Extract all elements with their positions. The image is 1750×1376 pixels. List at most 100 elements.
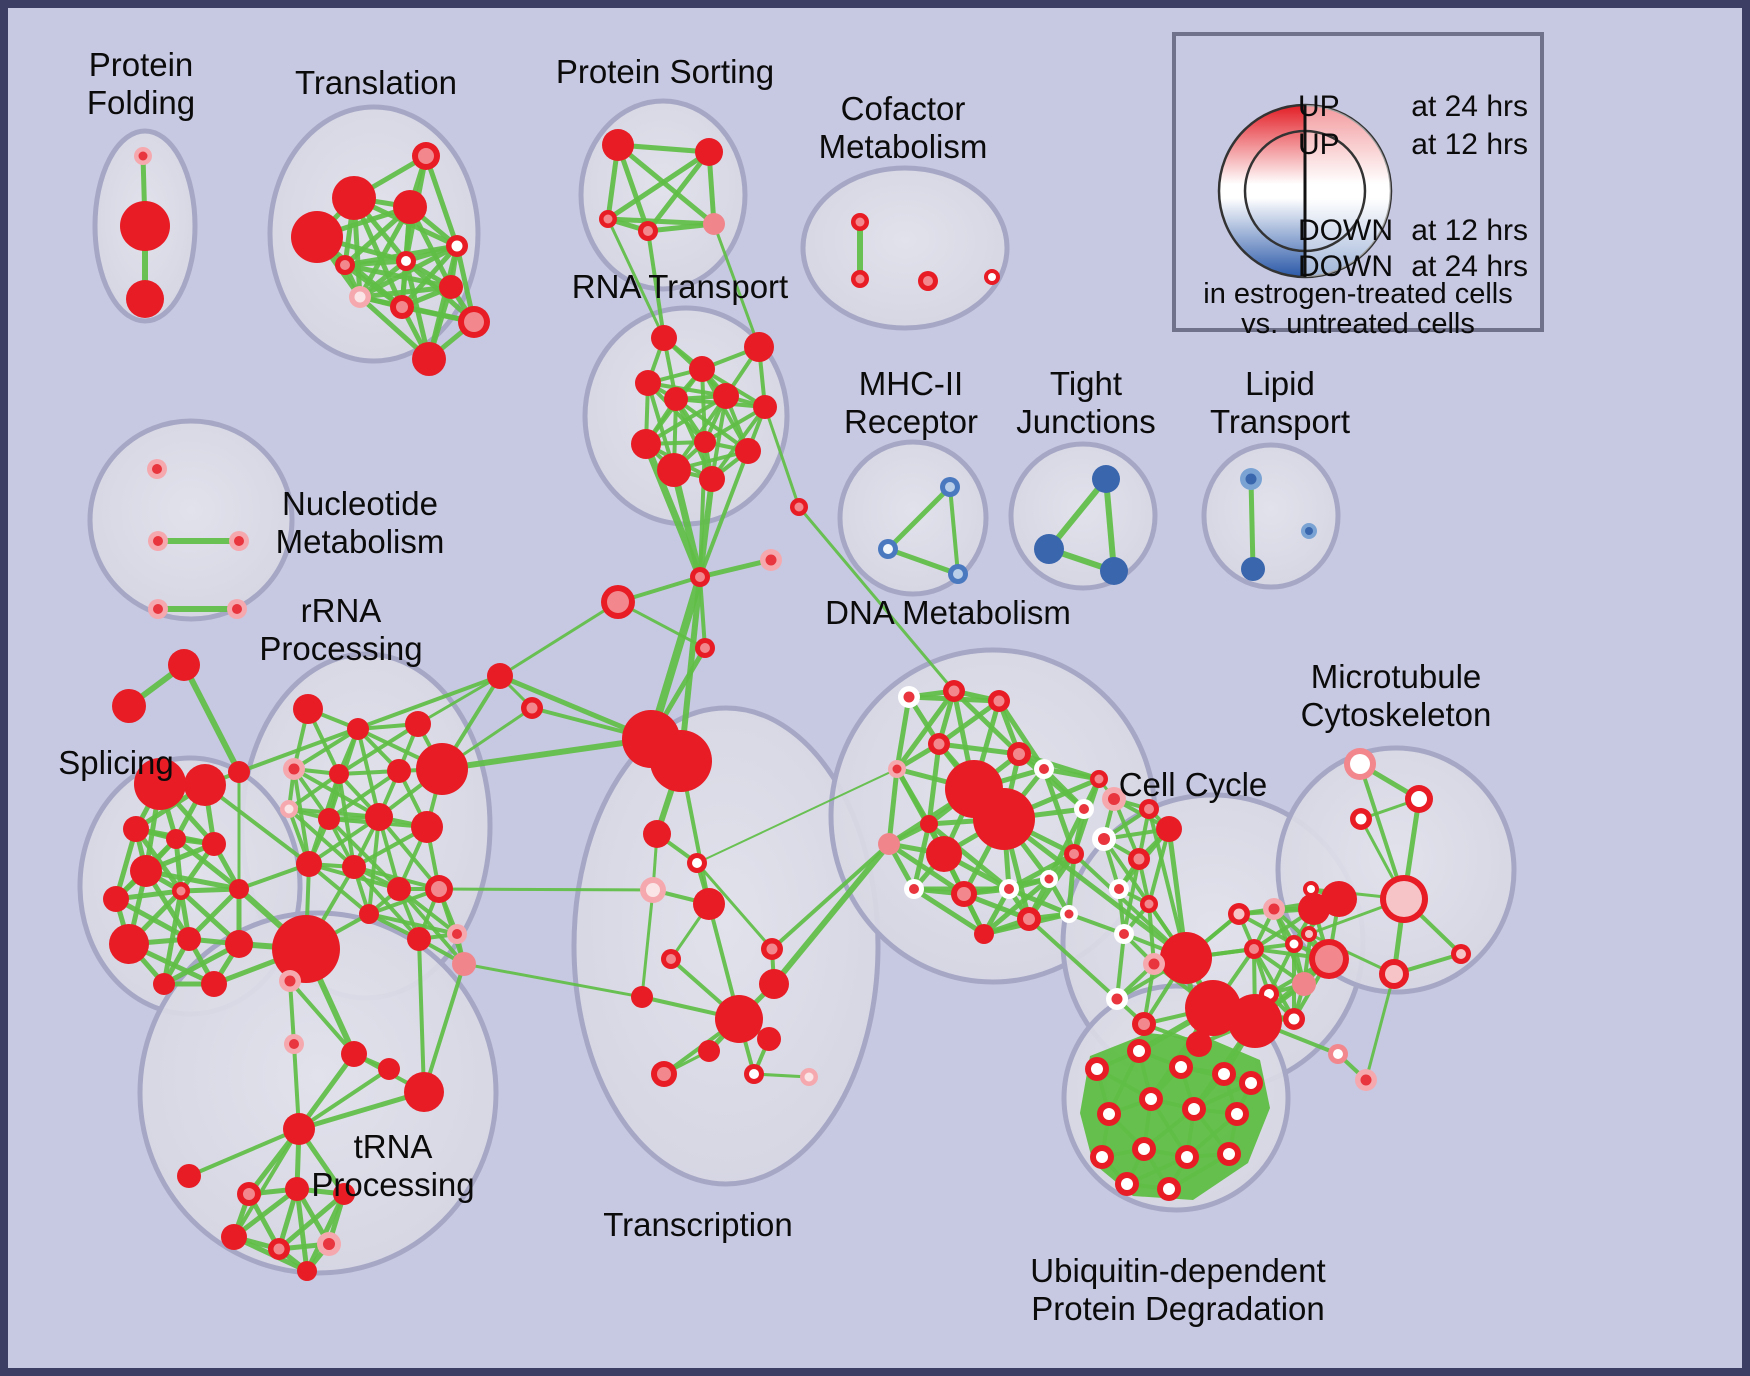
network-node-rr2 bbox=[347, 718, 369, 740]
network-node-center-ub11 bbox=[1138, 1143, 1150, 1155]
legend-down-24-time: at 24 hrs bbox=[1411, 250, 1528, 283]
legend-up-12-label: UP bbox=[1298, 128, 1340, 161]
network-node-center-dm19 bbox=[1023, 913, 1035, 925]
network-node-tc10 bbox=[757, 1027, 781, 1051]
network-node-center-dm3 bbox=[993, 695, 1005, 707]
network-edge bbox=[296, 1089, 427, 1132]
network-node-center-tr9 bbox=[396, 301, 408, 313]
network-node-center-ub4 bbox=[1218, 1068, 1230, 1080]
network-edge bbox=[696, 768, 898, 864]
network-node-tn5 bbox=[283, 1113, 315, 1145]
network-node-center-tn0 bbox=[284, 975, 296, 987]
network-edge bbox=[173, 836, 242, 892]
network-edge bbox=[771, 841, 892, 987]
network-edge bbox=[770, 842, 891, 951]
network-node-hub2 bbox=[650, 730, 712, 792]
network-node-center-rr4 bbox=[288, 763, 300, 775]
cluster-label-ubiquitin-degradation-line2: Protein Degradation bbox=[1031, 1290, 1325, 1327]
network-edge bbox=[1103, 476, 1117, 574]
network-node-center-rr19 bbox=[452, 929, 462, 939]
network-edge bbox=[894, 688, 957, 772]
legend-up-24-label: UP bbox=[1298, 90, 1340, 123]
network-node-center-cc2 bbox=[1144, 804, 1154, 814]
network-node-center-dm5 bbox=[892, 764, 902, 774]
network-node-center-mh1 bbox=[945, 482, 955, 492]
cluster-label-lipid-transport-line1: Lipid bbox=[1245, 365, 1315, 402]
network-edge bbox=[646, 229, 666, 340]
network-node-center-ub15 bbox=[1121, 1178, 1133, 1190]
network-node-tn3 bbox=[404, 1072, 444, 1112]
network-node-center-lp1 bbox=[1245, 473, 1257, 485]
cluster-label-nucleotide-metabolism-line2: Metabolism bbox=[276, 523, 445, 560]
network-node-tr7 bbox=[439, 275, 463, 299]
network-node-center-tc12 bbox=[657, 1067, 671, 1081]
network-edge bbox=[422, 962, 466, 1094]
network-edge bbox=[911, 886, 987, 937]
network-node-center-tn11 bbox=[273, 1243, 285, 1255]
network-edge bbox=[606, 217, 666, 340]
network-node-center-rm1 bbox=[700, 643, 710, 653]
network-node-dm10 bbox=[920, 815, 938, 833]
network-node-rt7 bbox=[753, 395, 777, 419]
network-node-cc18 bbox=[1321, 881, 1357, 917]
network-edge bbox=[670, 466, 704, 581]
network-node-center-ub6 bbox=[1103, 1108, 1115, 1120]
network-node-center-cc16 bbox=[1289, 939, 1299, 949]
network-node-cc12 bbox=[1186, 1031, 1212, 1057]
network-edge bbox=[1066, 851, 1077, 917]
network-edge bbox=[1364, 972, 1396, 1082]
network-node-center-cd2 bbox=[526, 702, 538, 714]
network-node-center-rr8 bbox=[284, 804, 294, 814]
network-edge bbox=[377, 815, 441, 891]
network-edge bbox=[292, 767, 311, 866]
network-node-ccB2 bbox=[1228, 994, 1282, 1048]
network-edge bbox=[276, 1191, 347, 1252]
network-node-ccH bbox=[1160, 932, 1212, 984]
network-edge bbox=[367, 815, 381, 916]
network-edge bbox=[645, 221, 717, 234]
network-edge bbox=[885, 546, 961, 577]
network-node-center-ub2 bbox=[1133, 1045, 1145, 1057]
network-node-rt2 bbox=[744, 332, 774, 362]
network-edge bbox=[1006, 851, 1077, 892]
network-node-rt11 bbox=[657, 453, 691, 487]
network-node-center-mt4 bbox=[1386, 881, 1422, 917]
cluster-label-protein-folding-line1: Protein bbox=[89, 46, 194, 83]
network-edge bbox=[936, 741, 1022, 757]
network-node-tg1 bbox=[168, 649, 200, 681]
network-node-tc11 bbox=[698, 1040, 720, 1062]
network-edge bbox=[886, 841, 967, 897]
network-node-center-tn7 bbox=[243, 1188, 255, 1200]
network-edge bbox=[292, 727, 360, 771]
network-node-pf3 bbox=[126, 280, 164, 318]
network-edge bbox=[951, 688, 1022, 757]
network-node-center-cc8 bbox=[1119, 929, 1129, 939]
network-edge bbox=[352, 865, 421, 941]
network-node-sp5 bbox=[202, 832, 226, 856]
network-node-sp7 bbox=[103, 886, 129, 912]
network-edge bbox=[417, 937, 426, 1094]
network-edge bbox=[307, 815, 381, 866]
network-node-center-cc19 bbox=[1315, 945, 1343, 973]
network-edge bbox=[357, 284, 454, 300]
network-node-rr14 bbox=[272, 915, 340, 983]
legend-row-down-12: DOWN at 12 hrs bbox=[1176, 214, 1540, 248]
network-node-rt10 bbox=[735, 438, 761, 464]
legend-pale-half bbox=[1305, 105, 1391, 277]
network-node-center-dm20 bbox=[1064, 909, 1074, 919]
network-node-center-ps4 bbox=[643, 226, 653, 236]
network-node-sp13 bbox=[153, 973, 175, 995]
network-edge bbox=[894, 694, 912, 772]
network-node-tc1 bbox=[643, 820, 671, 848]
network-edge bbox=[437, 887, 655, 892]
network-node-rr5 bbox=[329, 764, 349, 784]
legend-box: UP at 24 hrs UP at 12 hrs DOWN at 12 hrs… bbox=[1172, 32, 1544, 340]
network-node-center-cc13 bbox=[1233, 908, 1245, 920]
network-node-center-ps3 bbox=[603, 214, 613, 224]
network-node-center-ub9 bbox=[1231, 1108, 1243, 1120]
cluster-label-trna-processing-line1: tRNA bbox=[354, 1128, 433, 1165]
network-node-tr11 bbox=[412, 342, 446, 376]
network-node-dmL bbox=[878, 833, 900, 855]
network-node-center-mt6 bbox=[1305, 930, 1313, 938]
